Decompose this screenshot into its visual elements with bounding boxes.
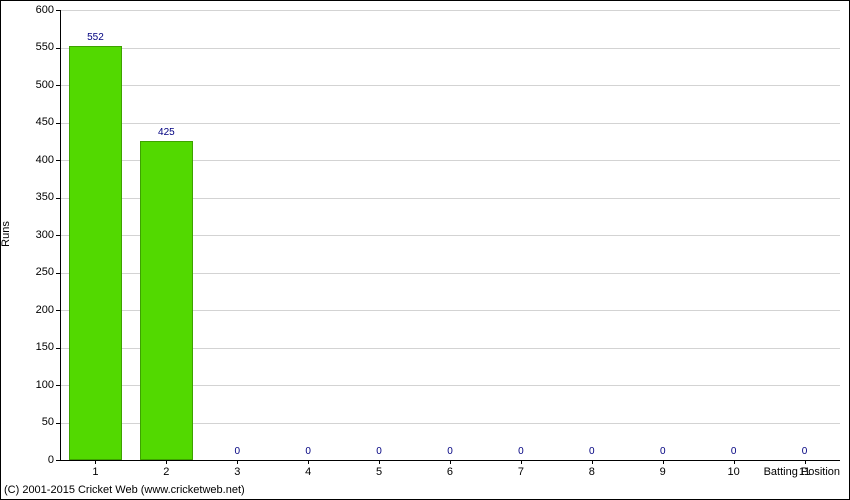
ytick-label: 50 bbox=[14, 416, 54, 428]
xtick-label: 5 bbox=[344, 466, 415, 478]
xtick-label: 4 bbox=[273, 466, 344, 478]
ytick-label: 150 bbox=[14, 341, 54, 353]
xtick-mark bbox=[734, 460, 735, 464]
ytick-label: 450 bbox=[14, 116, 54, 128]
xtick-label: 8 bbox=[556, 466, 627, 478]
bar-value-label: 0 bbox=[273, 446, 344, 457]
ytick-label: 250 bbox=[14, 266, 54, 278]
ytick-label: 300 bbox=[14, 229, 54, 241]
xtick-mark bbox=[237, 460, 238, 464]
ytick-label: 0 bbox=[14, 454, 54, 466]
xtick-mark bbox=[450, 460, 451, 464]
bar-value-label: 0 bbox=[627, 446, 698, 457]
bar-value-label: 0 bbox=[415, 446, 486, 457]
bar-value-label: 0 bbox=[698, 446, 769, 457]
ytick-label: 400 bbox=[14, 154, 54, 166]
bar bbox=[69, 46, 122, 460]
xtick-mark bbox=[379, 460, 380, 464]
bar-value-label: 0 bbox=[769, 446, 840, 457]
y-axis bbox=[60, 10, 61, 460]
ytick-label: 600 bbox=[14, 4, 54, 16]
gridline bbox=[60, 48, 840, 49]
ytick-label: 350 bbox=[14, 191, 54, 203]
xtick-label: 2 bbox=[131, 466, 202, 478]
xtick-mark bbox=[95, 460, 96, 464]
xtick-mark bbox=[592, 460, 593, 464]
xtick-label: 1 bbox=[60, 466, 131, 478]
xtick-mark bbox=[805, 460, 806, 464]
gridline bbox=[60, 10, 840, 11]
xtick-mark bbox=[663, 460, 664, 464]
xtick-mark bbox=[521, 460, 522, 464]
ytick-label: 550 bbox=[14, 41, 54, 53]
y-axis-label: Runs bbox=[0, 184, 12, 284]
xtick-mark bbox=[308, 460, 309, 464]
chart-container: 0501001502002503003504004505005506005521… bbox=[0, 0, 850, 500]
bar bbox=[140, 141, 193, 460]
gridline bbox=[60, 123, 840, 124]
xtick-label: 6 bbox=[415, 466, 486, 478]
ytick-label: 100 bbox=[14, 379, 54, 391]
gridline bbox=[60, 85, 840, 86]
plot-area bbox=[60, 10, 840, 460]
bar-value-label: 552 bbox=[60, 32, 131, 43]
bar-value-label: 0 bbox=[485, 446, 556, 457]
xtick-label: 3 bbox=[202, 466, 273, 478]
ytick-label: 500 bbox=[14, 79, 54, 91]
bar-value-label: 0 bbox=[202, 446, 273, 457]
copyright-text: (C) 2001-2015 Cricket Web (www.cricketwe… bbox=[4, 484, 245, 496]
xtick-label: 7 bbox=[485, 466, 556, 478]
x-axis-label: Batting Position bbox=[640, 466, 840, 478]
bar-value-label: 0 bbox=[344, 446, 415, 457]
ytick-label: 200 bbox=[14, 304, 54, 316]
bar-value-label: 425 bbox=[131, 127, 202, 138]
bar-value-label: 0 bbox=[556, 446, 627, 457]
xtick-mark bbox=[166, 460, 167, 464]
